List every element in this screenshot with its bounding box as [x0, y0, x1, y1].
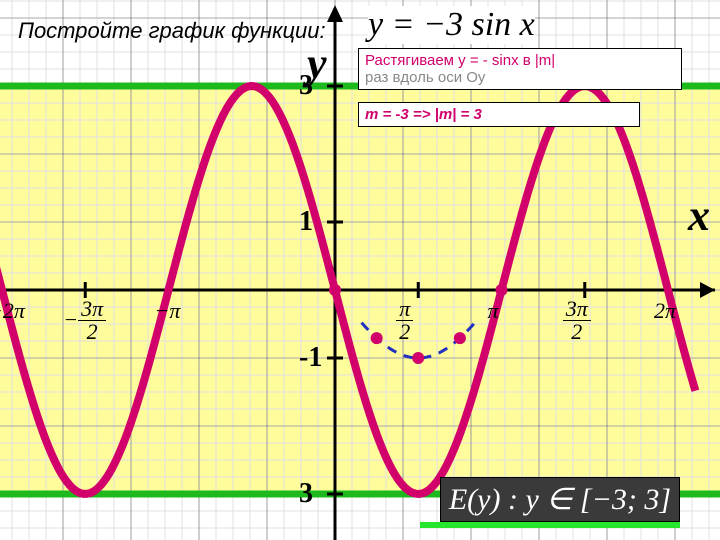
y-tick--1: -1: [299, 342, 322, 374]
x-tick: 2π: [654, 300, 676, 322]
hint-line2: раз вдоль оси Oy: [365, 69, 675, 86]
plot-root: Постройте график функции: y = −3 sin x Р…: [0, 0, 720, 540]
x-tick: 3π2: [563, 298, 591, 343]
x-tick: π: [488, 300, 499, 322]
y-tick-1: 1: [299, 206, 313, 238]
y-tick-3: 3: [299, 70, 313, 102]
hint-line1: Растягиваем y = - sinx в |m|: [365, 52, 675, 69]
equation-text: y = −3 sin x: [368, 6, 535, 43]
x-tick: −3π2: [63, 298, 106, 343]
range-text: E(y) : y ∈ [−3; 3]: [449, 483, 671, 516]
x-tick: −2π: [0, 300, 25, 322]
hint-stretch: Растягиваем y = - sinx в |m| раз вдоль о…: [358, 48, 682, 90]
y-tick--3: 3: [299, 478, 313, 510]
x-axis-label: x: [688, 190, 710, 241]
equation: y = −3 sin x: [368, 6, 535, 44]
x-tick: π2: [396, 298, 413, 343]
range-underline: [420, 522, 680, 528]
task-title: Постройте график функции:: [18, 18, 326, 44]
range-box: E(y) : y ∈ [−3; 3]: [440, 477, 680, 522]
hint-m: m = -3 => |m| = 3: [358, 102, 640, 127]
x-tick: −π: [154, 300, 180, 322]
